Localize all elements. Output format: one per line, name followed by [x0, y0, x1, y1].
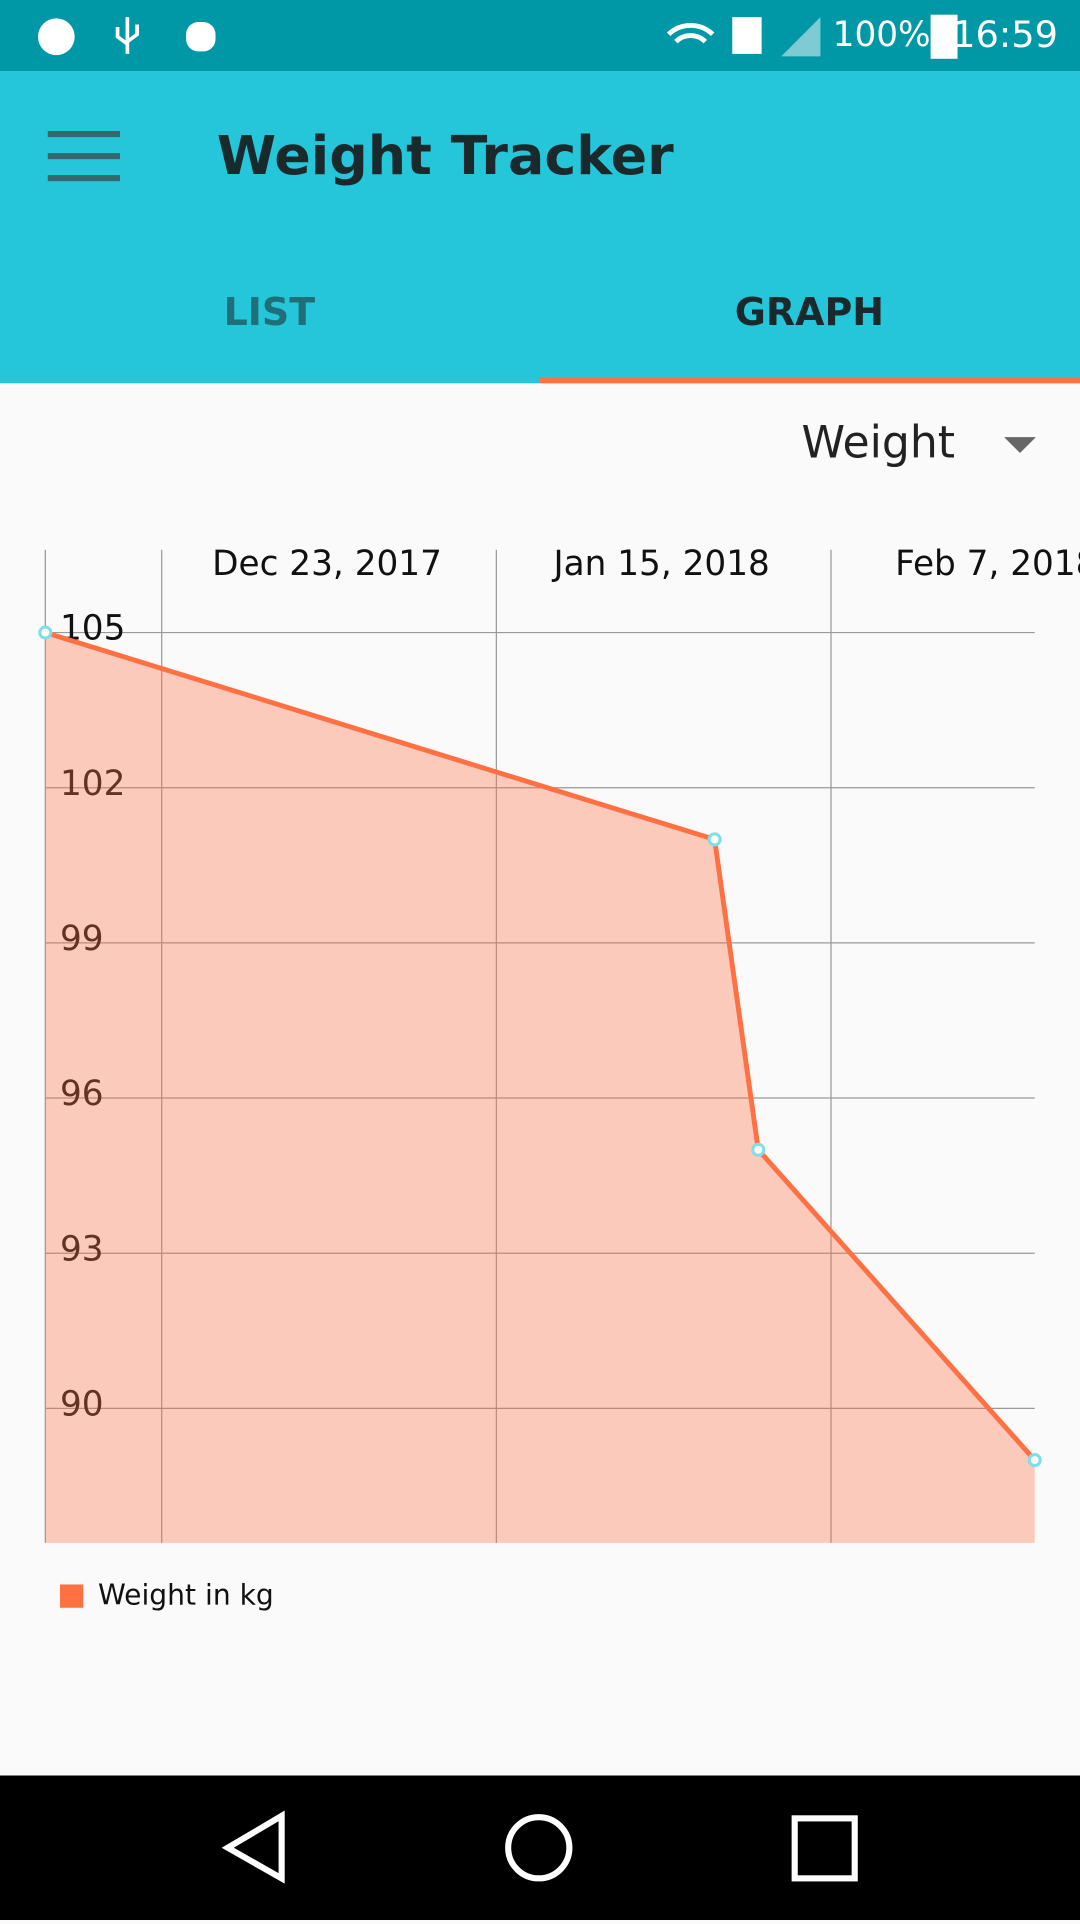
- x-tick-label: Feb 7, 2018: [895, 544, 1080, 584]
- app-title: Weight Tracker: [217, 124, 674, 187]
- dropdown[interactable]: Weight: [802, 418, 1036, 469]
- debug-icon: [186, 22, 216, 52]
- y-tick-label: 93: [60, 1229, 104, 1269]
- nav-bar: [0, 1775, 1080, 1920]
- usb-icon: [115, 17, 139, 54]
- menu-button[interactable]: [47, 131, 121, 182]
- x-tick-label: Dec 23, 2017: [212, 544, 442, 584]
- tab[interactable]: GRAPH: [735, 290, 884, 334]
- battery-icon: [930, 14, 958, 59]
- app-bar: [0, 71, 1080, 384]
- data-point: [751, 1142, 766, 1157]
- tab-indicator: [540, 377, 1080, 384]
- home-button[interactable]: [505, 1814, 573, 1882]
- area-fill: [45, 632, 1035, 1543]
- dropdown-value: Weight: [802, 418, 956, 469]
- dropdown-arrow: [1004, 437, 1036, 454]
- data-point: [1027, 1453, 1042, 1468]
- data-point: [38, 625, 53, 640]
- back-button[interactable]: [221, 1810, 285, 1884]
- x-tick-label: Jan 15, 2018: [552, 544, 770, 584]
- battery-text: 100%: [833, 15, 931, 55]
- tab[interactable]: LIST: [224, 290, 316, 334]
- y-tick-label: 99: [60, 919, 104, 959]
- legend-swatch: [60, 1584, 84, 1608]
- line: [44, 630, 1037, 1462]
- legend-label: Weight in kg: [98, 1579, 274, 1612]
- sd-icon: [732, 17, 762, 54]
- y-tick-label: 102: [60, 764, 125, 804]
- y-tick-label: 90: [60, 1384, 104, 1424]
- status-bar: [0, 0, 1080, 72]
- status-icon: [37, 18, 75, 56]
- recents-button[interactable]: [791, 1815, 858, 1882]
- clock: 16:59: [952, 13, 1058, 56]
- y-tick-label: 96: [60, 1074, 104, 1114]
- data-point: [707, 832, 722, 847]
- wifi-icon: [666, 23, 715, 44]
